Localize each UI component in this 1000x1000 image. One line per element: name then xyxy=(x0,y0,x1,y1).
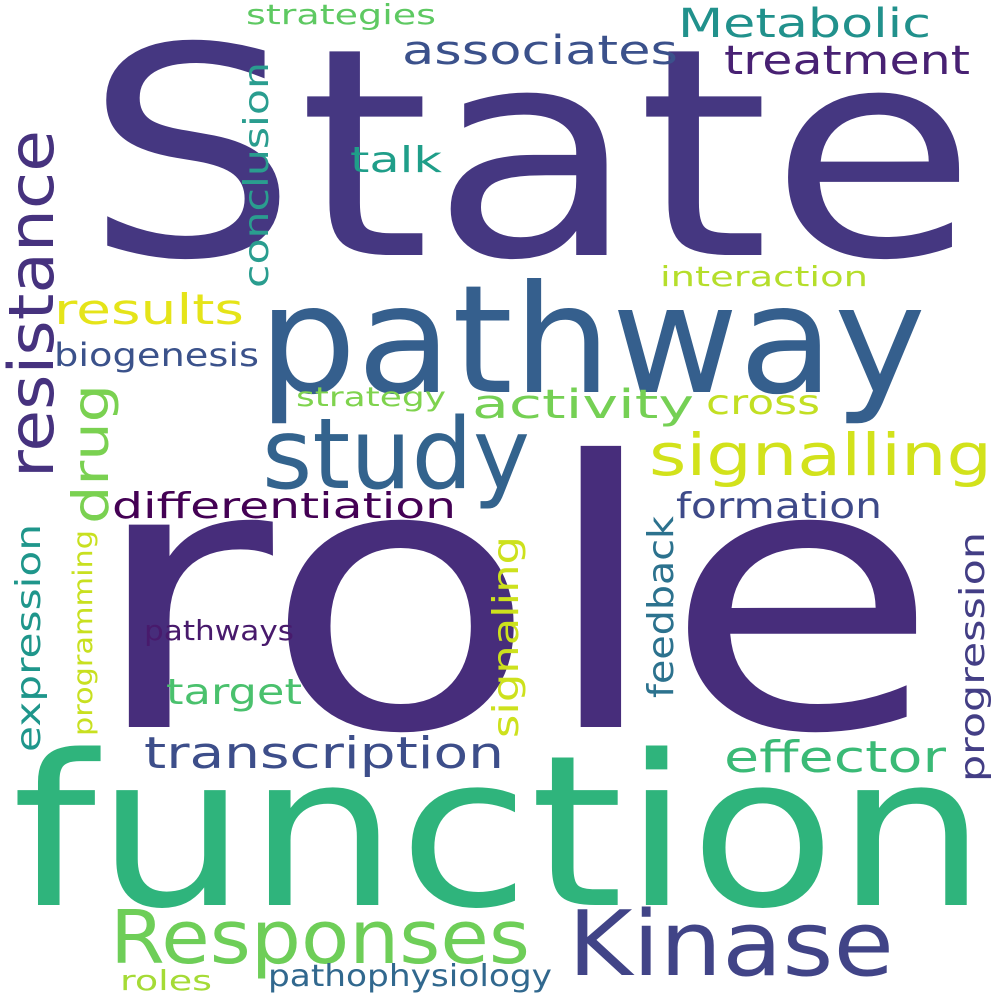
word-strategy: strategy xyxy=(296,382,446,413)
word-effector: effector xyxy=(724,732,947,783)
word-expression: expression xyxy=(9,524,49,752)
word-biogenesis: biogenesis xyxy=(54,336,259,374)
word-function: function xyxy=(12,710,987,955)
word-strategies: strategies xyxy=(246,0,436,31)
word-pathophysiology: pathophysiology xyxy=(268,959,552,994)
word-role: role xyxy=(88,385,940,815)
word-study: study xyxy=(262,398,530,512)
word-results: results xyxy=(54,285,244,334)
word-differentiation: differentiation xyxy=(112,486,456,527)
word-target: target xyxy=(166,672,302,713)
word-responses: Responses xyxy=(110,895,530,981)
word-drug: drug xyxy=(62,384,120,524)
word-formation: formation xyxy=(676,486,882,527)
word-treatment: treatment xyxy=(724,38,970,84)
word-transcription: transcription xyxy=(144,728,504,779)
word-resistance: resistance xyxy=(0,130,68,478)
word-activity: activity xyxy=(472,382,694,428)
word-signalling: signalling xyxy=(649,421,992,489)
word-kinase: Kinase xyxy=(568,892,894,997)
word-metabolic: Metabolic xyxy=(678,1,931,47)
word-roles: roles xyxy=(120,964,212,997)
word-conclusion: conclusion xyxy=(237,62,277,288)
word-interaction: interaction xyxy=(660,260,868,293)
word-progression: progression xyxy=(953,532,993,782)
word-associates: associates xyxy=(402,28,678,74)
word-pathways: pathways xyxy=(144,614,294,647)
word-signaling: signaling xyxy=(486,536,527,738)
word-state: State xyxy=(84,0,977,324)
word-pathway: pathway xyxy=(258,254,926,428)
word-feedback: feedback xyxy=(641,516,682,698)
word-cross: cross xyxy=(706,383,820,423)
word-talk: talk xyxy=(350,140,442,181)
word-programming: programming xyxy=(68,530,99,736)
